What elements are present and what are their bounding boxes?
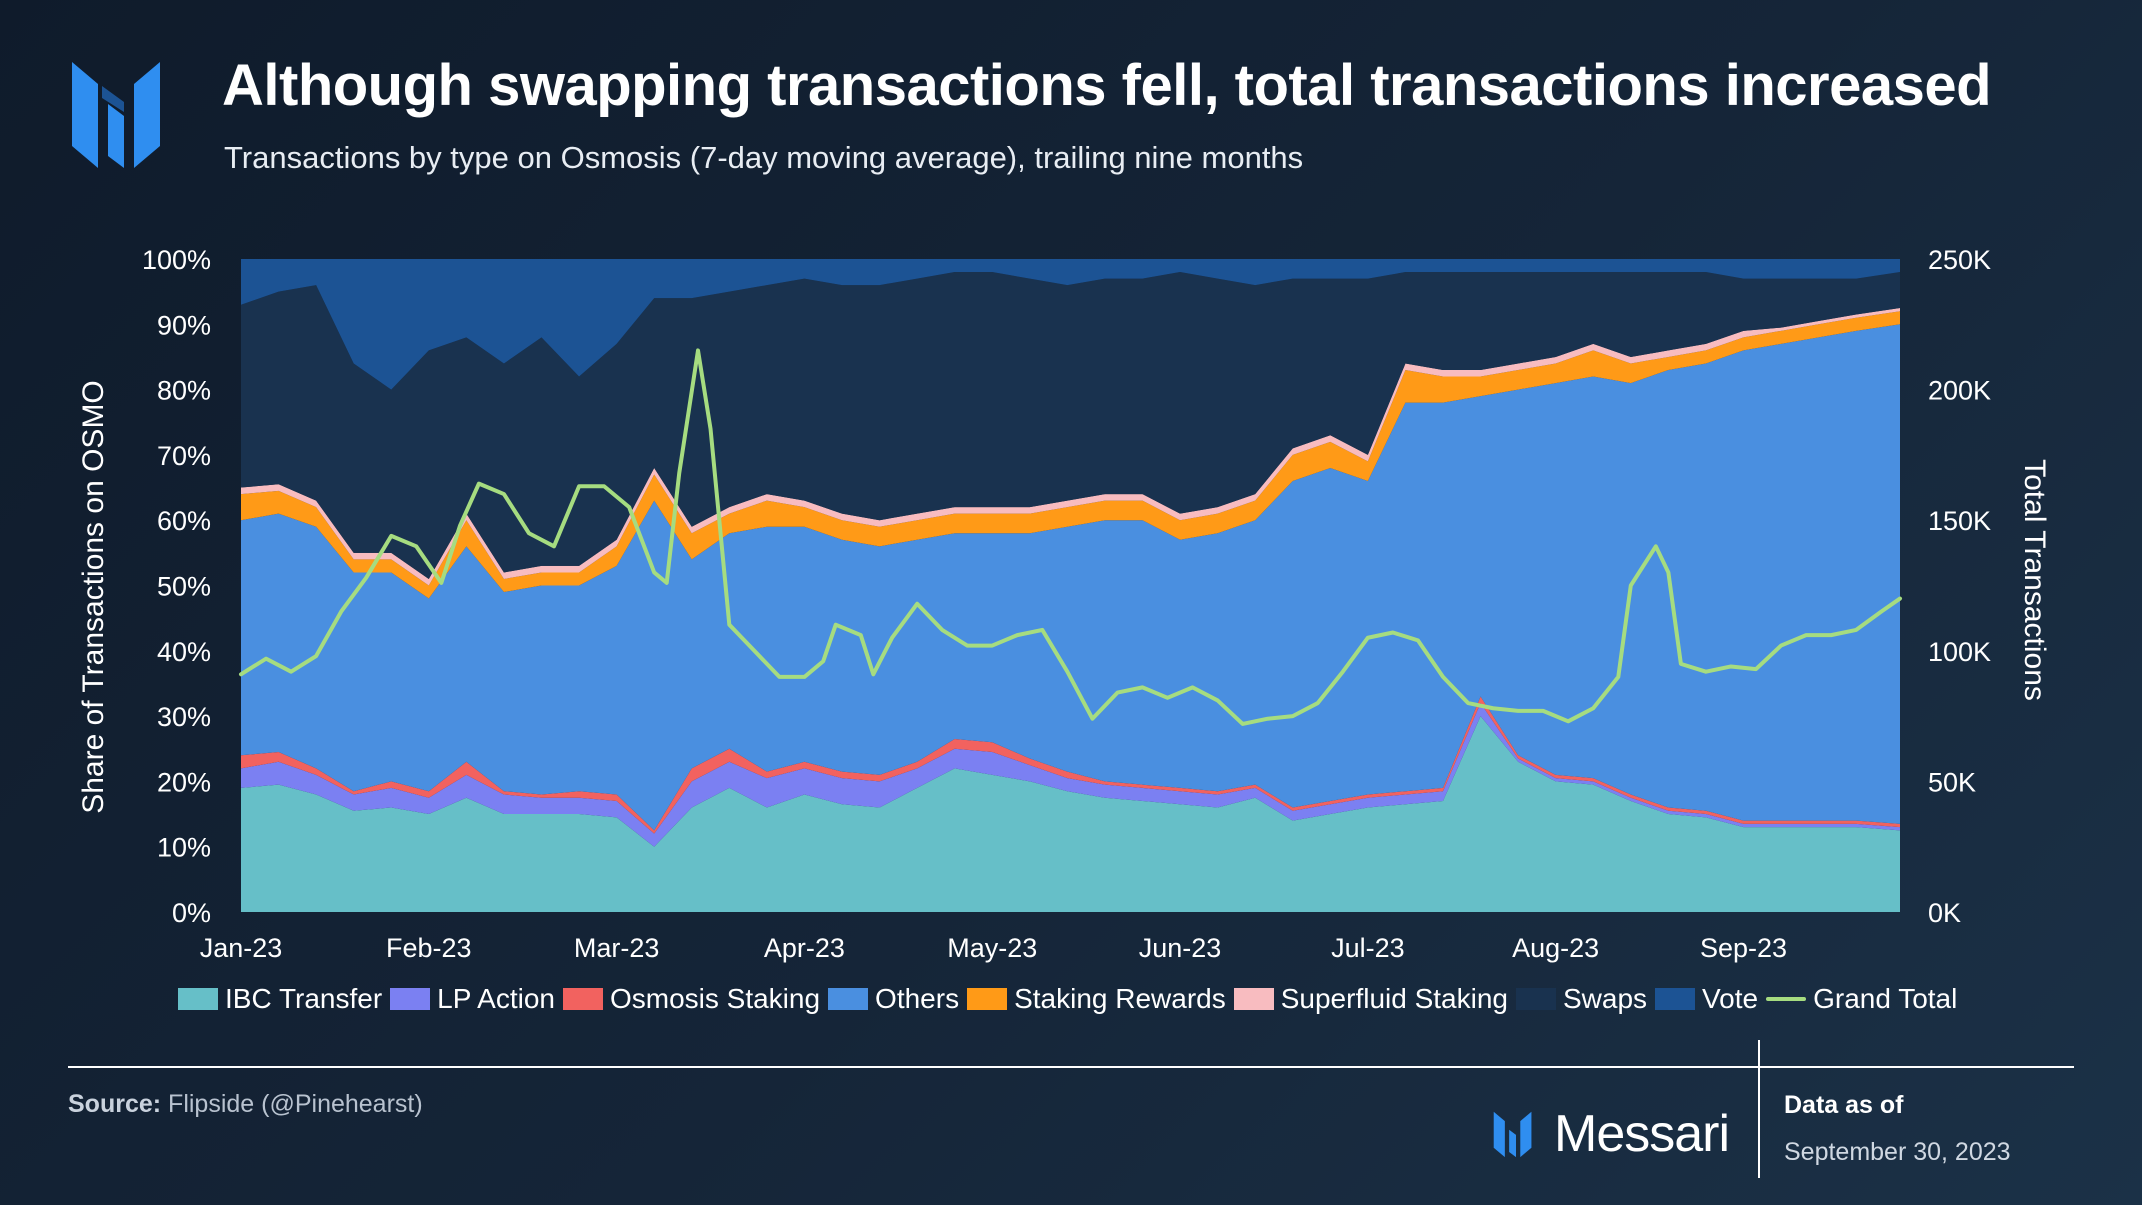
- area-others: [241, 324, 1900, 831]
- x-tick-label: Feb-23: [386, 933, 472, 963]
- source-label: Source:: [68, 1090, 162, 1118]
- y-tick-label: 80%: [157, 376, 211, 406]
- footer-vertical-divider: [1758, 1040, 1760, 1178]
- page-subtitle: Transactions by type on Osmosis (7-day m…: [224, 140, 1304, 175]
- x-tick-label: Sep-23: [1700, 933, 1787, 963]
- legend-item-swaps: Swaps: [1516, 983, 1647, 1015]
- legend-label: Osmosis Staking: [609, 983, 821, 1014]
- grand-total-layer: [239, 348, 1902, 726]
- brand-name: Messari: [1554, 1105, 1730, 1163]
- legend-item-vote: Vote: [1655, 983, 1758, 1015]
- y2-tick-label: 0K: [1928, 898, 1961, 928]
- y-axis-title: Share of Transactions on OSMO: [77, 380, 110, 814]
- legend-swatch: [1516, 988, 1556, 1010]
- legend-item-others: Others: [828, 983, 959, 1015]
- y-tick-label: 90%: [157, 310, 211, 340]
- area-superfluid: [241, 307, 1900, 586]
- legend-label: Others: [875, 983, 960, 1014]
- area-staking-rewards: [241, 311, 1900, 599]
- legend-label: Staking Rewards: [1014, 983, 1226, 1014]
- legend-label: Superfluid Staking: [1280, 983, 1508, 1014]
- messari-logo-icon: [72, 62, 160, 168]
- legend-label: Grand Total: [1813, 983, 1958, 1014]
- y-axis-left: 0% 10% 20% 30% 40% 50% 60% 70% 80% 90% 100%: [142, 245, 211, 928]
- x-tick-label: May-23: [947, 933, 1037, 963]
- legend-item-lp: LP Action: [390, 983, 555, 1015]
- y-tick-label: 20%: [157, 767, 211, 797]
- legend-swatch: [1766, 997, 1807, 1001]
- legend-item-staking-rewards: Staking Rewards: [967, 983, 1226, 1015]
- y-tick-label: 0%: [172, 898, 211, 928]
- y2-tick-label: 200K: [1928, 376, 1991, 406]
- legend-item-grand-total: Grand Total: [1766, 983, 1957, 1015]
- x-axis: Jan-23 Feb-23 Mar-23 Apr-23 May-23 Jun-23 Jul-…: [200, 933, 1787, 963]
- x-tick-label: Jul-23: [1331, 933, 1405, 963]
- legend-swatch: [828, 988, 869, 1010]
- y2-tick-label: 250K: [1928, 245, 1991, 275]
- y-tick-label: 70%: [157, 441, 211, 471]
- y-tick-label: 30%: [157, 702, 211, 732]
- y-tick-label: 10%: [157, 833, 211, 863]
- footer-divider: [68, 1066, 2074, 1068]
- y-tick-label: 40%: [157, 637, 211, 667]
- legend-item-osmo-staking: Osmosis Staking: [562, 983, 821, 1015]
- x-tick-label: Aug-23: [1512, 933, 1599, 963]
- y-tick-label: 50%: [157, 572, 211, 602]
- y-axis-right: 0K 50K 100K 150K 200K 250K: [1928, 245, 1991, 928]
- legend-label: Vote: [1702, 983, 1759, 1014]
- area-swaps: [241, 272, 1900, 579]
- messari-brand-icon: [1493, 1111, 1532, 1158]
- brand-mark: Messari: [1490, 1104, 1730, 1164]
- legend-swatch: [390, 988, 431, 1010]
- transactions-chart: 0% 10% 20% 30% 40% 50% 60% 70% 80% 90% 100% 0K 50K 1…: [77, 245, 2051, 963]
- source-text: Flipside (@Pinehearst): [168, 1090, 423, 1118]
- area-ibc: [241, 716, 1900, 912]
- source-note: Source: Flipside (@Pinehearst): [68, 1090, 423, 1119]
- page-title: Although swapping transactions fell, tot…: [222, 53, 1992, 118]
- x-tick-label: Jun-23: [1139, 933, 1222, 963]
- legend-swatch: [178, 988, 218, 1010]
- y2-axis-title: Total Transactions: [2018, 459, 2051, 701]
- legend-swatch: [1233, 988, 1274, 1010]
- area-osmo-staking: [241, 696, 1900, 834]
- chart-legend: IBC Transfer LP Action Osmosis Staking Othe…: [178, 983, 1957, 1015]
- x-tick-label: Apr-23: [764, 933, 845, 963]
- legend-label: IBC Transfer: [225, 983, 383, 1014]
- x-tick-label: Jan-23: [200, 933, 283, 963]
- data-as-of-label: Data as of: [1784, 1091, 1904, 1119]
- y-tick-label: 100%: [142, 245, 211, 275]
- legend-swatch: [562, 988, 603, 1010]
- stacked-areas: [241, 259, 1900, 912]
- y2-tick-label: 100K: [1928, 637, 1991, 667]
- legend-item-superfluid: Superfluid Staking: [1233, 983, 1508, 1015]
- y-tick-label: 60%: [157, 506, 211, 536]
- y2-tick-label: 150K: [1928, 506, 1991, 536]
- legend-swatch: [1655, 988, 1696, 1010]
- legend-label: Swaps: [1563, 983, 1648, 1014]
- data-as-of-date: September 30, 2023: [1784, 1138, 2011, 1166]
- y2-tick-label: 50K: [1928, 767, 1976, 797]
- legend-item-ibc: IBC Transfer: [178, 983, 382, 1015]
- legend-swatch: [967, 988, 1008, 1010]
- legend-label: LP Action: [437, 983, 555, 1014]
- grand-total-line: [239, 348, 1902, 726]
- x-tick-label: Mar-23: [574, 933, 660, 963]
- area-vote: [241, 259, 1900, 390]
